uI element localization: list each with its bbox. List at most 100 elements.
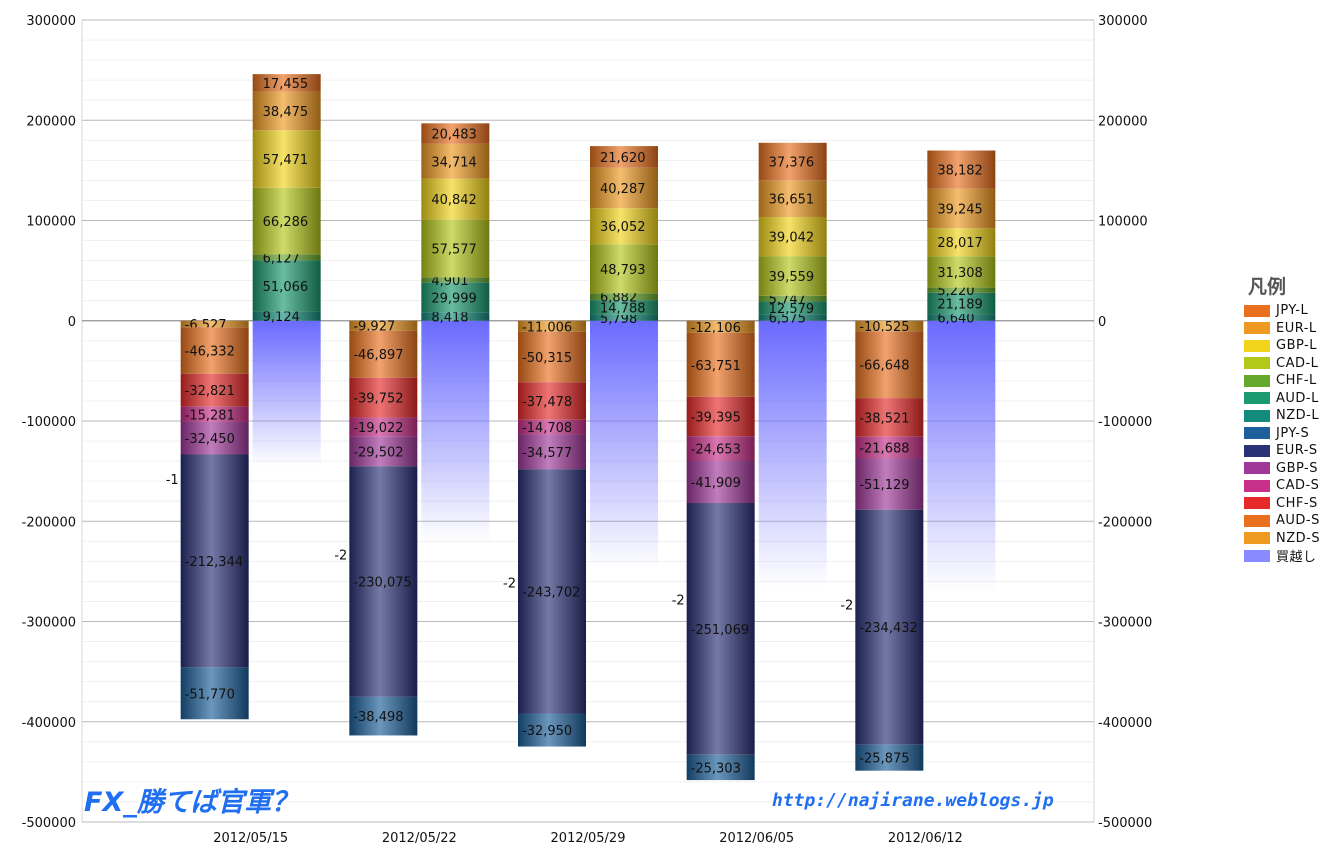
net-position-label: -2 — [840, 598, 853, 613]
data-label-EUR-L: 40,287 — [600, 182, 646, 197]
bar-segment-CAD-L — [927, 256, 996, 288]
data-label-EUR-L: 39,245 — [937, 202, 983, 217]
bar-group-2012/05/22: -9,927-46,897-39,752-19,022-29,502-230,0… — [334, 123, 490, 736]
y-axis-right: 300000 200000 100000 0 -100000 -200000 -300000… — [1098, 14, 1152, 831]
bar-segment-NZD-S — [686, 320, 755, 333]
bar-segment-CAD-L — [758, 256, 827, 296]
data-label-AUD-S: -63,751 — [691, 359, 741, 374]
legend-label: JPY-S — [1276, 425, 1310, 441]
data-label-AUD-L: 29,999 — [431, 291, 477, 306]
data-label-AUD-L: 12,579 — [769, 302, 815, 317]
data-label-EUR-S: -234,432 — [859, 621, 917, 636]
legend-swatch — [1244, 497, 1270, 510]
bar-group-2012/06/12: -10,525 -66,648 -38,521 -21,688 -51,129 -234,… — [840, 150, 996, 771]
legend-items: JPY-L EUR-L GBP-L CAD-L CHF-L AUD-L NZD-L JPY-S… — [1244, 302, 1342, 565]
bar-segment-AUD-S — [855, 331, 924, 399]
data-label-CHF-L: 4,901 — [431, 274, 468, 289]
data-label-CHF-S: -32,821 — [185, 384, 235, 399]
net-position-bar — [252, 320, 321, 467]
bar-segment-CHF-L — [252, 254, 321, 261]
data-label-JPY-L: 21,620 — [600, 151, 646, 166]
net-position-label: -2 — [503, 576, 516, 591]
bar-segment-EUR-L — [252, 91, 321, 131]
bar-segment-CAD-S — [349, 417, 418, 437]
data-label-CAD-S: -19,022 — [353, 421, 403, 436]
bar-segment-EUR-L — [758, 180, 827, 217]
bar-group-2012/06/05: -12,106 -63,751 -39,395 -24,653 -41,909 -251,… — [672, 142, 827, 781]
data-label-JPY-S: -25,875 — [859, 752, 909, 767]
data-label-CAD-S: -24,653 — [691, 443, 741, 458]
bar-segment-GBP-S — [855, 458, 924, 510]
data-label-CAD-S: -21,688 — [859, 442, 909, 457]
data-label-CAD-S: -14,708 — [522, 421, 572, 436]
data-label-EUR-L: 38,475 — [263, 105, 309, 120]
x-tick-label: 2012/06/05 — [719, 831, 794, 846]
bar-segment-JPY-L — [252, 74, 321, 92]
y-tick-label-right: -400000 — [1098, 716, 1152, 731]
data-label-GBP-S: -34,577 — [522, 446, 572, 461]
bar-segment-CHF-L — [758, 295, 827, 302]
legend-item: CAD-L — [1244, 355, 1342, 373]
x-tick-label: 2012/05/15 — [213, 831, 288, 846]
legend-swatch — [1244, 304, 1270, 317]
y-axis-left: 300000 200000 100000 0 -100000 -200000 -300000… — [22, 14, 76, 831]
data-label-NZD-L: 9,124 — [263, 310, 300, 325]
legend-label: JPY-L — [1276, 303, 1309, 319]
data-label-AUD-S: -46,332 — [185, 345, 235, 360]
bar-segment-CAD-S — [855, 436, 924, 459]
legend-item: GBP-L — [1244, 337, 1342, 355]
y-tick-label-left: -200000 — [22, 515, 76, 530]
legend-item: CHF-L — [1244, 372, 1342, 390]
bar-segment-CHF-S — [349, 377, 418, 418]
data-label-JPY-S: -25,303 — [691, 761, 741, 776]
data-label-CHF-S: -38,521 — [859, 411, 909, 426]
data-label-CAD-L: 66,286 — [263, 215, 309, 230]
bar-segment-CAD-L — [421, 219, 490, 278]
legend-label: CAD-S — [1276, 478, 1320, 494]
net-position-bar — [590, 320, 658, 570]
data-label-EUR-L: 34,714 — [431, 155, 477, 170]
data-label-AUD-S: -46,897 — [353, 348, 403, 363]
legend-swatch — [1244, 514, 1270, 527]
legend-label: CAD-L — [1276, 355, 1319, 371]
legend-swatch — [1244, 444, 1270, 457]
bars: -6,527-46,332-32,821-15,281-32,450-212,3… — [166, 74, 996, 781]
y-tick-label-left: 200000 — [26, 114, 76, 129]
legend-label: AUD-S — [1276, 513, 1320, 529]
data-label-GBP-L: 57,471 — [263, 153, 309, 168]
data-label-AUD-L: 21,189 — [937, 297, 983, 312]
y-tick-label-left: -500000 — [22, 816, 76, 831]
data-label-JPY-S: -38,498 — [353, 710, 403, 725]
bar-segment-GBP-L — [758, 216, 827, 257]
data-label-AUD-L: 14,788 — [600, 302, 646, 317]
bar-segment-EUR-S — [518, 469, 586, 714]
y-tick-label-left: 0 — [68, 315, 76, 330]
watermark-url: http://najirane.weblogs.jp — [772, 790, 1054, 811]
y-tick-label-right: -300000 — [1098, 616, 1152, 631]
bar-segment-GBP-S — [686, 461, 755, 504]
legend: 凡例 JPY-L EUR-L GBP-L CAD-L CHF-L AUD-L NZD-L JP… — [1244, 272, 1342, 565]
data-label-GBP-S: -51,129 — [859, 478, 909, 493]
bar-segment-GBP-L — [927, 228, 996, 257]
y-tick-label-left: -100000 — [22, 415, 76, 430]
data-label-GBP-L: 28,017 — [937, 236, 983, 251]
legend-item: EUR-S — [1244, 442, 1342, 460]
data-label-EUR-L: 36,651 — [769, 193, 815, 208]
bar-segment-CAD-S — [180, 406, 249, 422]
legend-swatch — [1244, 322, 1270, 335]
bar-segment-JPY-S — [180, 667, 249, 720]
y-tick-label-left: 300000 — [26, 14, 76, 29]
legend-label: EUR-S — [1276, 443, 1318, 459]
bar-segment-NZD-S — [349, 320, 418, 331]
net-position-bar — [421, 320, 490, 542]
data-label-AUD-L: 51,066 — [263, 280, 309, 295]
bar-segment-JPY-L — [590, 146, 658, 168]
bar-group-2012/05/15: -6,527-46,332-32,821-15,281-32,450-212,3… — [166, 74, 321, 720]
bar-segment-GBP-L — [252, 130, 321, 188]
legend-item: AUD-S — [1244, 512, 1342, 530]
data-label-EUR-S: -243,702 — [522, 585, 580, 600]
bar-segment-JPY-L — [927, 150, 996, 189]
bar-segment-AUD-S — [518, 331, 586, 383]
legend-item: JPY-S — [1244, 425, 1342, 443]
